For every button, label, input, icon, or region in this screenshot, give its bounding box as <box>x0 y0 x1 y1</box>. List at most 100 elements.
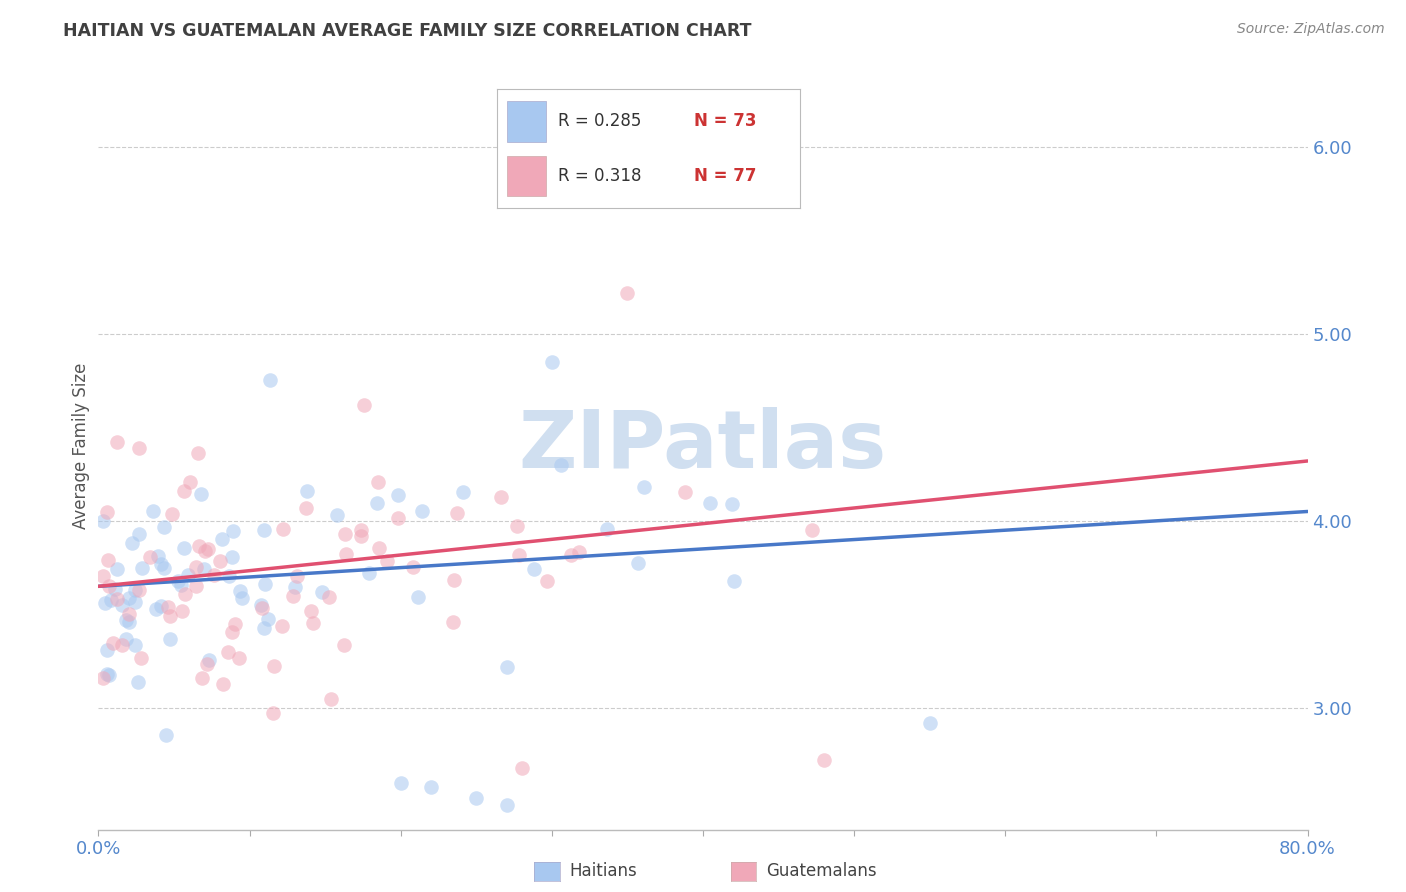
Point <box>96 505 118 519</box>
Point <box>357 566 380 581</box>
Point <box>157 599 180 614</box>
Point <box>350 529 373 543</box>
Point <box>411 504 433 518</box>
Point <box>699 496 721 510</box>
Point <box>224 617 246 632</box>
Point <box>257 611 280 625</box>
Point <box>159 632 181 647</box>
Point <box>813 753 835 767</box>
Point <box>263 659 285 673</box>
Point <box>114 632 136 647</box>
Point <box>111 638 134 652</box>
Text: Guatemalans: Guatemalans <box>766 863 877 880</box>
Point <box>560 548 582 562</box>
Point <box>202 568 225 582</box>
Point <box>375 554 398 568</box>
Point <box>173 541 195 555</box>
Point <box>115 613 138 627</box>
Point <box>523 562 546 576</box>
Point <box>159 608 181 623</box>
Point <box>188 539 211 553</box>
Point <box>211 532 233 546</box>
Point <box>333 527 356 541</box>
Point <box>495 798 517 813</box>
Point <box>443 615 465 629</box>
Point <box>550 458 572 473</box>
Point <box>299 604 322 618</box>
Point <box>217 645 239 659</box>
Point <box>253 621 276 635</box>
Point <box>153 561 176 575</box>
Point <box>596 522 619 536</box>
Point <box>295 501 318 516</box>
Point <box>443 573 465 587</box>
Point <box>162 508 184 522</box>
Point <box>333 638 356 652</box>
Point <box>104 582 127 596</box>
Point <box>284 581 307 595</box>
Point <box>170 578 193 592</box>
Point <box>98 667 121 681</box>
Point <box>271 619 294 633</box>
Point <box>98 579 121 593</box>
Point <box>197 542 219 557</box>
Point <box>387 488 409 502</box>
Point <box>97 553 120 567</box>
Point <box>198 653 221 667</box>
Point <box>800 523 823 537</box>
Point <box>194 544 217 558</box>
Point <box>510 761 533 775</box>
Point <box>250 598 273 612</box>
Point <box>221 549 243 564</box>
Point <box>335 547 357 561</box>
Point <box>446 506 468 520</box>
Point <box>311 584 333 599</box>
Point <box>96 643 118 657</box>
Point <box>318 591 340 605</box>
Point <box>91 569 114 583</box>
Point <box>506 519 529 533</box>
Point <box>401 559 423 574</box>
Y-axis label: Average Family Size: Average Family Size <box>72 363 90 529</box>
Point <box>536 574 558 589</box>
Point <box>489 490 512 504</box>
Point <box>221 624 243 639</box>
Point <box>128 526 150 541</box>
Point <box>94 596 117 610</box>
Point <box>128 583 150 598</box>
Point <box>420 780 443 794</box>
Point <box>451 484 474 499</box>
Point <box>96 667 118 681</box>
Point <box>105 592 128 607</box>
Text: Source: ZipAtlas.com: Source: ZipAtlas.com <box>1237 22 1385 37</box>
Point <box>208 553 231 567</box>
Point <box>228 651 250 665</box>
Point <box>540 355 562 369</box>
Point <box>633 480 655 494</box>
Point <box>142 504 165 518</box>
Point <box>186 579 208 593</box>
Text: ZIPatlas: ZIPatlas <box>519 407 887 485</box>
Point <box>673 484 696 499</box>
Point <box>173 483 195 498</box>
Point <box>326 508 349 523</box>
Point <box>91 671 114 685</box>
Point <box>118 591 141 606</box>
Point <box>389 776 412 790</box>
Point <box>568 545 591 559</box>
Point <box>184 560 207 574</box>
Point <box>149 557 172 571</box>
Point <box>350 523 373 537</box>
Point <box>281 589 304 603</box>
Point <box>155 728 177 742</box>
Point <box>721 497 744 511</box>
Point <box>128 442 150 456</box>
Point <box>496 660 519 674</box>
Point <box>262 706 284 720</box>
Point <box>465 790 488 805</box>
Point <box>170 604 193 618</box>
Point <box>195 657 218 672</box>
Point <box>176 568 198 582</box>
Point <box>366 496 388 510</box>
Point <box>121 536 143 550</box>
